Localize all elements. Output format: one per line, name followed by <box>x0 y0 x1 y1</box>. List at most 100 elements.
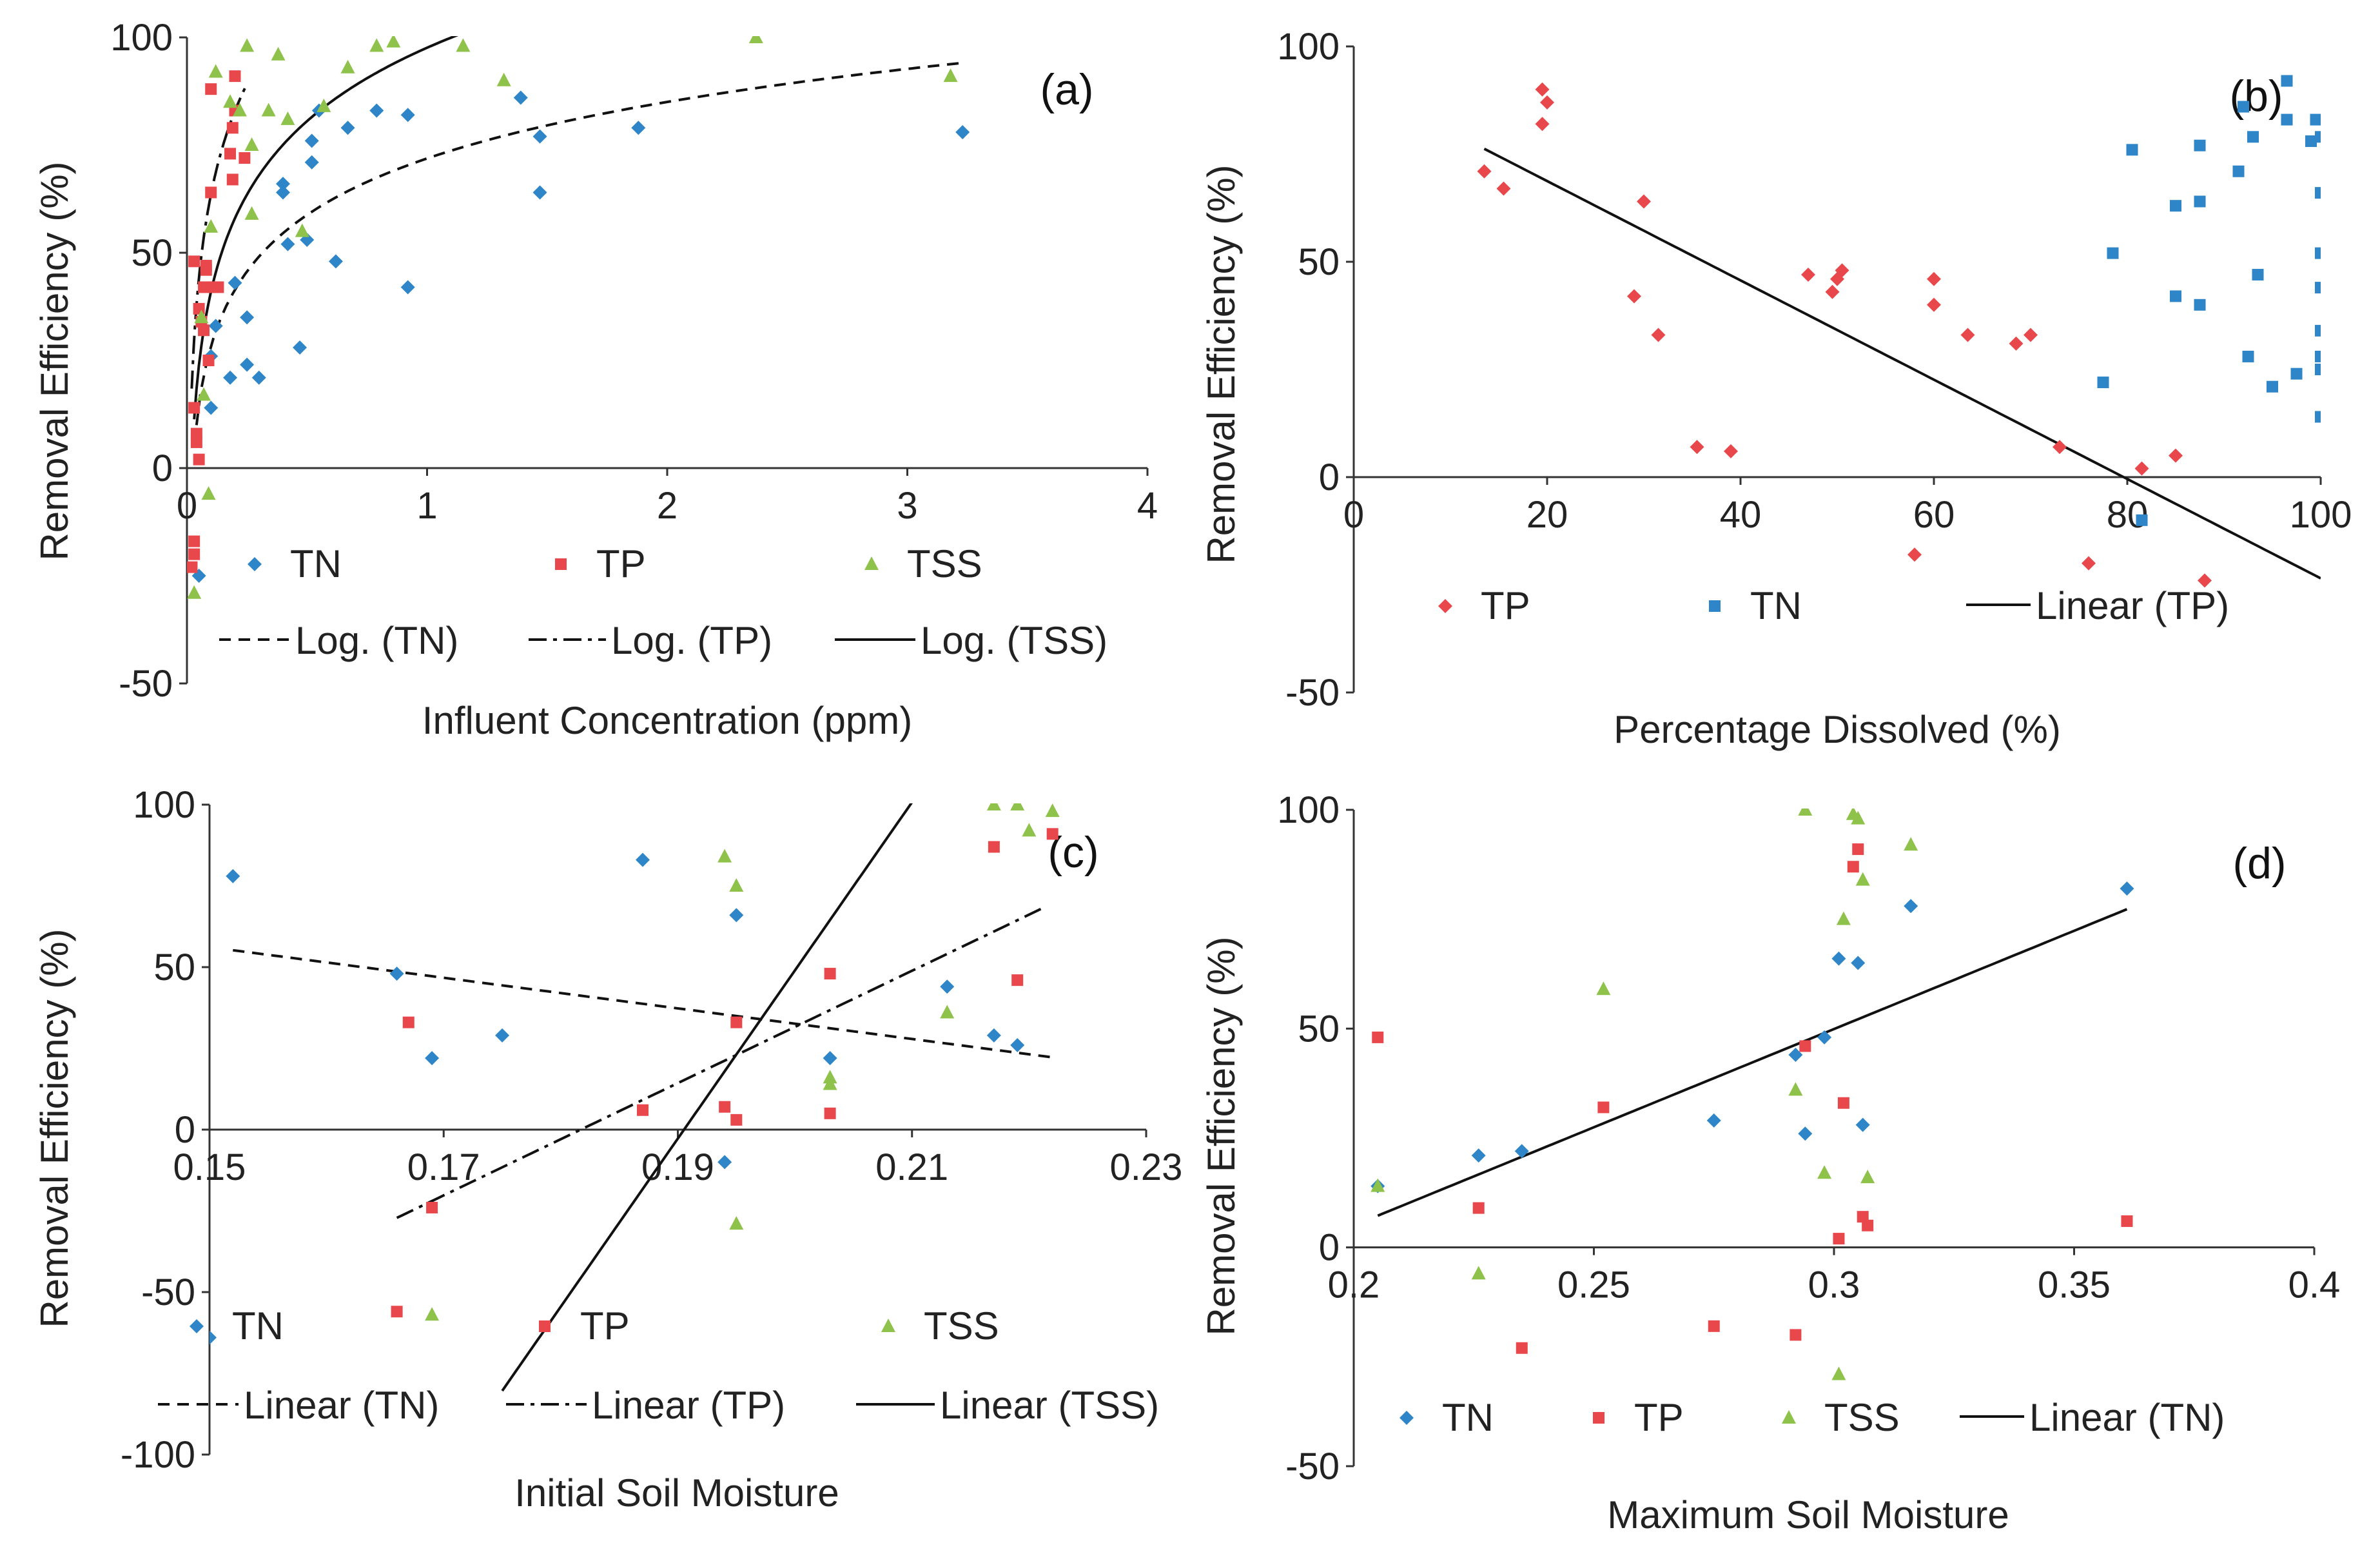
panel-d-legend-label: Linear (TN) <box>2029 1396 2225 1439</box>
panel-c-legend-label: TN <box>232 1304 284 1348</box>
panel-a-point-tp <box>229 70 241 83</box>
panel-b-point-tp <box>1960 328 1975 342</box>
panel-b-point-tp <box>1637 194 1651 209</box>
panel-d-point-tn <box>2120 881 2134 896</box>
panel-a-point-tn <box>208 319 223 333</box>
panel-c-point-tss <box>1022 823 1037 837</box>
panel-d-ytick-label: 100 <box>1277 789 1340 831</box>
panel-a-ytick-label: 50 <box>131 232 173 274</box>
panel-a-point-tn <box>280 237 295 251</box>
panel-a-legend-marker-tp <box>555 558 567 570</box>
panel-c-point-tp <box>730 1016 743 1028</box>
panel-b-point-tp <box>2198 573 2212 588</box>
panel-b-point-tn <box>2310 113 2321 126</box>
panel-d-legend-label: TP <box>1634 1396 1684 1439</box>
panel-a-point-tp <box>198 281 210 293</box>
panel-a-point-tss <box>340 59 355 74</box>
panel-b-label: (b) <box>2229 72 2283 121</box>
panel-b-point-tn <box>2315 324 2321 337</box>
panel-d-point-tss <box>1855 872 1870 886</box>
panel-d-point-tn <box>1851 956 1866 970</box>
panel-c-xtick-label: 0.19 <box>641 1146 714 1188</box>
panel-d-point-tp <box>1708 1320 1720 1332</box>
panel-b-point-tp <box>1651 328 1666 342</box>
panel-c-plot-area <box>210 803 1060 1392</box>
panel-b-xtick-label: 60 <box>1913 494 1955 536</box>
panel-d-legend: TN TP TSS Linear (TN) <box>1400 1396 2225 1439</box>
panel-b-point-tn <box>2126 144 2138 156</box>
panel-c-trendline-linear-tp <box>396 907 1042 1219</box>
panel-d-point-tss <box>1851 810 1866 825</box>
panel-c-point-tn <box>717 1155 732 1170</box>
panel-c-legend-marker-tn <box>190 1319 204 1333</box>
panel-d-plot-area <box>1370 809 2134 1380</box>
panel-b-point-tn <box>2267 380 2278 393</box>
panel-d: -50 0 50 100 0.2 0.25 0.3 0.35 0.4 Maximum Soil M… <box>1200 789 2340 1536</box>
panel-c-point-tn <box>986 1028 1001 1043</box>
panel-a-point-tss <box>197 387 211 401</box>
panel-b-point-tn <box>2281 75 2293 87</box>
panel-a-legend-marker-tss <box>864 556 879 570</box>
panel-d-xtick-label: 0.25 <box>1557 1264 1630 1306</box>
panel-a-point-tp <box>187 561 198 573</box>
panel-a-plot-area <box>187 36 970 599</box>
panel-b-point-tp <box>1496 181 1511 196</box>
panel-c-legend-label: Linear (TSS) <box>940 1384 1159 1427</box>
panel-c-legend: TN TP TSS Linear (TN) Linear (TP) Linear (TSS… <box>158 1304 1159 1427</box>
panel-a-y-title: Removal Efficiency (%) <box>33 161 76 560</box>
panel-b-xtick-label: 20 <box>1527 494 1568 536</box>
panel-b-xtick-label: 100 <box>2290 494 2352 536</box>
panel-a-point-tss <box>271 46 286 61</box>
panel-d-point-tss <box>1370 1178 1385 1192</box>
panel-b-point-tn <box>2281 113 2293 126</box>
panel-c-ytick-label: 100 <box>133 784 195 826</box>
panel-a-point-tn <box>400 280 415 295</box>
panel-b-point-tp <box>1540 95 1554 110</box>
panel-c-xtick-label: 0.17 <box>407 1146 480 1188</box>
panel-b-point-tn <box>2107 247 2119 259</box>
panel-b-legend-label: TN <box>1750 584 1802 627</box>
panel-a-point-tn <box>532 129 547 144</box>
panel-b-ytick-label: -50 <box>1285 672 1340 714</box>
panel-a-xtick-label: 1 <box>416 485 437 527</box>
panel-b-legend-label: Linear (TP) <box>2036 584 2229 627</box>
panel-c-point-tp <box>402 1016 415 1028</box>
panel-b-point-tp <box>1627 289 1641 304</box>
panel-c-point-tss <box>717 849 732 863</box>
panel-d-point-tp <box>1837 1097 1849 1109</box>
panel-d-point-tn <box>1788 1048 1803 1063</box>
panel-b-xtick-label: 0 <box>1343 494 1364 536</box>
panel-a-point-tss <box>223 94 238 108</box>
panel-d-point-tp <box>1790 1329 1802 1341</box>
panel-a-label: (a) <box>1040 65 1093 114</box>
panel-b-point-tn <box>2170 200 2181 212</box>
panel-b-point-tp <box>1835 263 1849 278</box>
panel-b-point-tn <box>2315 282 2321 294</box>
panel-d-legend-marker-tp <box>1593 1412 1605 1424</box>
panel-c-ytick-label: -100 <box>121 1434 195 1476</box>
panel-a-point-tp <box>200 260 212 272</box>
panel-d-xtick-label: 0.2 <box>1328 1264 1380 1306</box>
panel-b-point-tp <box>1477 164 1492 179</box>
panel-a-point-tss <box>456 38 471 52</box>
panel-b-point-tn <box>2315 247 2321 259</box>
panel-c-point-tss <box>940 1005 955 1019</box>
panel-a-point-tp <box>224 148 237 160</box>
panel-b-ytick-label: 100 <box>1277 26 1340 68</box>
panel-a-point-tn <box>276 177 290 191</box>
panel-a-point-tss <box>943 68 958 83</box>
panel-b-legend-marker-tp <box>1438 599 1452 613</box>
panel-d-point-tp <box>1799 1040 1811 1052</box>
panel-a-point-tss <box>280 111 295 125</box>
panel-b-legend-marker-tn <box>1709 600 1721 612</box>
panel-d-point-tss <box>1471 1266 1486 1280</box>
panel-d-y-title: Removal Efficiency (%) <box>1200 936 1243 1335</box>
panel-c-y-title: Removal Efficiency (%) <box>33 928 76 1328</box>
panel-b-xtick-label: 40 <box>1720 494 1762 536</box>
panel-d-point-tp <box>1472 1202 1485 1214</box>
panel-c-legend-marker-tss <box>881 1319 895 1332</box>
panel-c-point-tn <box>495 1028 510 1043</box>
panel-a-ytick-label: -50 <box>119 663 173 705</box>
panel-c-point-tp <box>1011 974 1024 986</box>
